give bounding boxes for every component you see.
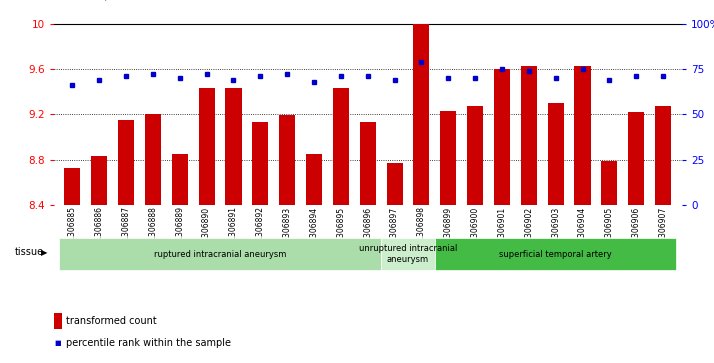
Text: tissue: tissue xyxy=(14,247,44,257)
Bar xyxy=(521,66,537,205)
Bar xyxy=(198,88,215,205)
Bar xyxy=(252,122,268,205)
Bar xyxy=(413,24,429,205)
Bar xyxy=(306,154,322,205)
Bar xyxy=(441,111,456,205)
Text: percentile rank within the sample: percentile rank within the sample xyxy=(66,338,231,348)
Bar xyxy=(171,154,188,205)
Text: ■: ■ xyxy=(54,340,61,346)
Bar xyxy=(59,238,381,270)
Bar xyxy=(628,112,644,205)
Bar xyxy=(226,88,241,205)
Bar xyxy=(64,168,81,205)
Bar xyxy=(360,122,376,205)
Bar xyxy=(435,238,676,270)
Bar xyxy=(386,163,403,205)
Bar xyxy=(494,69,510,205)
Bar xyxy=(655,106,671,205)
Bar xyxy=(575,66,590,205)
Bar xyxy=(279,115,295,205)
Text: ruptured intracranial aneurysm: ruptured intracranial aneurysm xyxy=(154,250,286,258)
Text: transformed count: transformed count xyxy=(66,316,157,326)
Text: unruptured intracranial
aneurysm: unruptured intracranial aneurysm xyxy=(359,244,457,264)
Bar xyxy=(91,156,107,205)
Text: superficial temporal artery: superficial temporal artery xyxy=(499,250,612,258)
Text: ▶: ▶ xyxy=(41,248,47,257)
Bar xyxy=(145,114,161,205)
Bar xyxy=(601,161,618,205)
Bar xyxy=(333,88,349,205)
Bar xyxy=(548,103,564,205)
Bar xyxy=(381,238,435,270)
Bar xyxy=(467,106,483,205)
Text: GDS5186 / 36986: GDS5186 / 36986 xyxy=(46,0,151,2)
Bar xyxy=(118,120,134,205)
